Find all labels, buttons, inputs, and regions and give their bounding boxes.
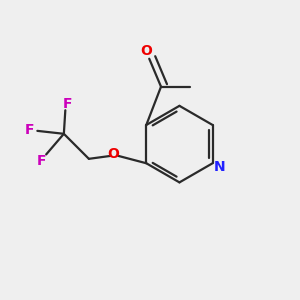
Text: F: F: [62, 97, 72, 111]
Text: F: F: [37, 154, 46, 168]
Text: N: N: [213, 160, 225, 174]
Text: O: O: [107, 146, 119, 161]
Text: F: F: [25, 123, 35, 137]
Text: O: O: [140, 44, 152, 58]
